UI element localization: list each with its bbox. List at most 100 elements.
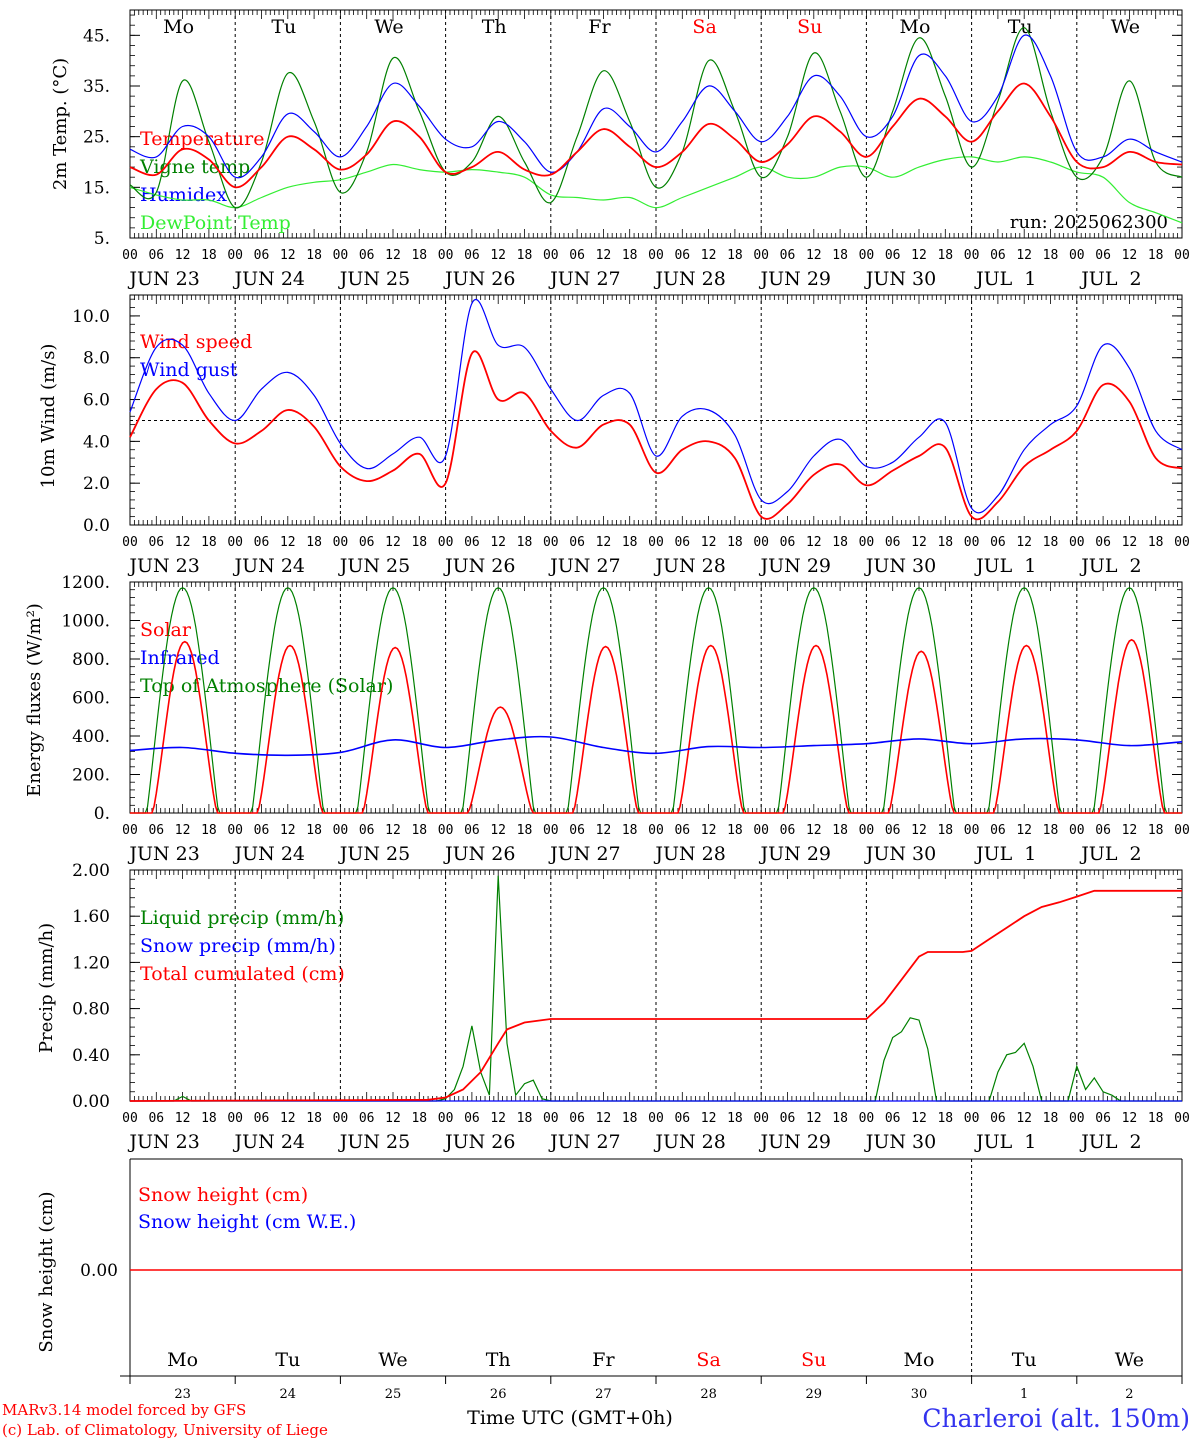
panel-energy-axes: 0.200.400.600.800.1000.1200.00 06 12 18JUN … [61, 573, 1190, 865]
y-tick-label: 45. [83, 26, 110, 46]
hour-label: 12 [596, 1111, 612, 1126]
hour-label: 12 [280, 535, 296, 550]
panel-wind-ylabel: 10m Wind (m/s) [38, 344, 59, 489]
hour-label: 18 [832, 248, 848, 263]
series-line-dewpoint-temp [129, 156, 1183, 224]
date-label: JUN 29 [759, 843, 831, 865]
hour-label: 06 [464, 535, 480, 550]
hour-label: 12 [806, 823, 822, 838]
y-tick-label: 1.60 [72, 907, 110, 927]
weekday-label: We [374, 16, 403, 38]
weekday-label: Sa [692, 16, 716, 38]
date-label: JUN 24 [233, 843, 305, 865]
hour-label: 18 [201, 1111, 217, 1126]
hour-label: 18 [622, 248, 638, 263]
series-line-solar [130, 638, 1182, 814]
date-label: JUN 25 [338, 268, 410, 290]
weekday-label: Fr [592, 1349, 615, 1371]
y-tick-label: 0.00 [80, 1261, 118, 1281]
date-label: JUN 30 [864, 268, 936, 290]
date-label: JUL 2 [1079, 843, 1141, 865]
hour-label: 00 [1069, 535, 1085, 550]
hour-label: 00 [964, 823, 980, 838]
hour-label: 18 [937, 1111, 953, 1126]
hour-label: 00 [964, 248, 980, 263]
hour-label: 06 [148, 248, 164, 263]
hour-label: 18 [622, 1111, 638, 1126]
panel-snow-axes: 0.00 Mo 23 Tu 24 We 25 Th 26 Fr 27 Sa 28 Su 29 Mo 30 Tu 1 W… [80, 1158, 1183, 1402]
hour-label: 12 [385, 535, 401, 550]
hour-label: 06 [990, 248, 1006, 263]
date-label: JUN 26 [443, 843, 515, 865]
legend-liquid-precip: Liquid precip (mm/h) [140, 907, 344, 929]
hour-label: 00 [648, 1111, 664, 1126]
hour-label: 06 [674, 248, 690, 263]
hour-label: 18 [1043, 248, 1059, 263]
date-label: JUN 26 [443, 555, 515, 577]
hour-label: 00 [333, 1111, 349, 1126]
hour-label: 00 [859, 1111, 875, 1126]
legend-solar: Solar [140, 619, 192, 641]
day-number-label: 27 [595, 1387, 612, 1402]
legend-wind-gust: Wind gust [140, 359, 238, 381]
hour-label: 12 [1122, 823, 1138, 838]
hour-label: 12 [175, 248, 191, 263]
y-tick-label: 8.0 [83, 349, 110, 369]
hour-label: 00 [438, 535, 454, 550]
hour-label: 18 [517, 1111, 533, 1126]
hour-label: 06 [674, 1111, 690, 1126]
date-label: JUN 24 [233, 555, 305, 577]
y-tick-label: 0. [94, 804, 110, 824]
hour-label: 06 [990, 1111, 1006, 1126]
panel-temperature: 2m Temp. (°C) Temperature Vigne temp Hum… [50, 58, 1168, 234]
hour-label: 12 [385, 1111, 401, 1126]
hour-label: 12 [1122, 1111, 1138, 1126]
series-line-infrared [129, 735, 1183, 757]
hour-label: 18 [727, 823, 743, 838]
hour-label: 06 [359, 823, 375, 838]
panel-snow: Snow height (cm) Snow height (cm) Snow h… [36, 1184, 356, 1353]
weekday-label: Mo [163, 16, 194, 38]
hour-label: 18 [411, 823, 427, 838]
hour-label: 18 [937, 823, 953, 838]
hour-label: 00 [333, 535, 349, 550]
legend-wind-speed: Wind speed [140, 331, 252, 353]
day-number-label: 29 [806, 1387, 823, 1402]
legend-vigne-temp: Vigne temp [139, 156, 250, 178]
series-line-humidex [129, 34, 1183, 179]
hour-label: 18 [727, 248, 743, 263]
hour-label: 00 [1069, 823, 1085, 838]
weekday-label: Tu [271, 16, 296, 38]
hour-label: 18 [201, 248, 217, 263]
hour-label: 18 [727, 1111, 743, 1126]
hour-label: 18 [201, 823, 217, 838]
hour-label: 00 [648, 535, 664, 550]
hour-label: 18 [832, 823, 848, 838]
hour-label: 06 [148, 535, 164, 550]
legend-dewpoint: DewPoint Temp [140, 212, 291, 234]
hour-label: 00 [438, 823, 454, 838]
hour-label: 18 [517, 535, 533, 550]
hour-label: 18 [937, 248, 953, 263]
hour-label: 12 [385, 823, 401, 838]
hour-label: 12 [490, 823, 506, 838]
y-tick-label: 1.20 [72, 953, 110, 973]
date-label: JUN 23 [127, 268, 199, 290]
hour-label: 00 [753, 823, 769, 838]
hour-label: 06 [674, 823, 690, 838]
y-tick-label: 1000. [61, 612, 110, 632]
day-number-label: 25 [385, 1387, 402, 1402]
hour-label: 06 [569, 535, 585, 550]
hour-label: 00 [122, 823, 138, 838]
date-label: JUN 27 [548, 843, 620, 865]
hour-label: 12 [175, 1111, 191, 1126]
hour-label: 12 [280, 823, 296, 838]
y-tick-label: 600. [72, 689, 110, 709]
hour-label: 06 [885, 1111, 901, 1126]
hour-label: 18 [411, 1111, 427, 1126]
date-label: JUN 24 [233, 268, 305, 290]
panel-precip-ylabel: Precip (mm/h) [36, 923, 57, 1053]
y-tick-label: 35. [83, 77, 110, 97]
hour-label: 00 [543, 248, 559, 263]
